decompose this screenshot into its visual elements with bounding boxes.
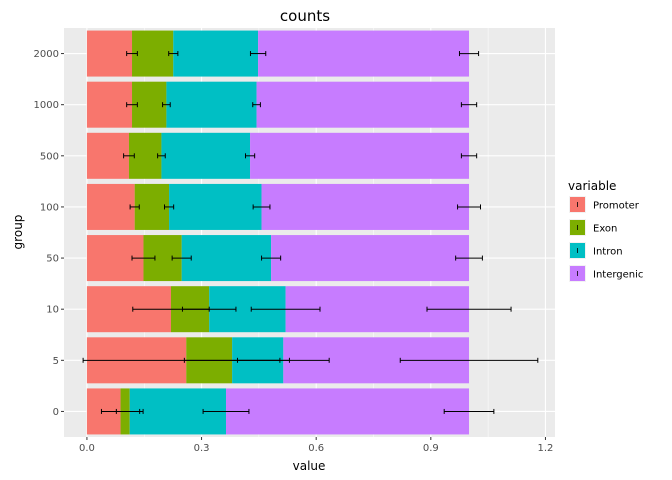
error-bar-promoter-500 bbox=[123, 153, 135, 159]
legend-item-intergenic: Intergenic bbox=[569, 265, 643, 282]
y-tick-label: 500 bbox=[40, 151, 59, 162]
bar-intergenic-500 bbox=[250, 132, 470, 179]
error-bar-intron-500 bbox=[244, 153, 256, 159]
error-bar-intron-100 bbox=[252, 204, 271, 210]
y-tick-label: 0 bbox=[53, 407, 59, 418]
error-bar-exon-0 bbox=[115, 408, 144, 414]
x-tick-label: 0.3 bbox=[194, 443, 210, 454]
error-bar-promoter-50 bbox=[131, 255, 156, 261]
error-bar-exon-1000 bbox=[162, 102, 171, 108]
error-bar-intergenic-10 bbox=[426, 306, 512, 312]
bar-intron-2000 bbox=[173, 30, 259, 77]
error-bar-intergenic-2000 bbox=[458, 51, 480, 57]
y-axis-ticks: 0 5 10 50 100 500 1000 2000 bbox=[34, 49, 64, 418]
bar-intron-100 bbox=[169, 183, 262, 230]
error-bars bbox=[82, 51, 539, 414]
error-bar-intergenic-0 bbox=[443, 408, 495, 414]
y-tick-label: 10 bbox=[46, 305, 59, 316]
error-bar-intron-1000 bbox=[252, 102, 261, 108]
legend-label: Promoter bbox=[593, 201, 640, 212]
legend-item-promoter: Promoter bbox=[569, 196, 640, 213]
error-bar-exon-500 bbox=[157, 153, 166, 159]
bar-promoter-500 bbox=[86, 132, 129, 179]
bar-promoter-100 bbox=[86, 183, 135, 230]
bar-intergenic-1000 bbox=[256, 81, 470, 128]
bar-intron-50 bbox=[181, 235, 272, 282]
legend: variable Promoter Exon Intron Intergenic bbox=[568, 179, 643, 282]
bar-intron-500 bbox=[161, 132, 251, 179]
legend-label: Intron bbox=[593, 247, 623, 258]
legend-item-exon: Exon bbox=[569, 219, 617, 236]
legend-label: Intergenic bbox=[593, 270, 643, 281]
error-bar-exon-100 bbox=[163, 204, 175, 210]
error-bar-intron-50 bbox=[261, 255, 282, 261]
error-bar-exon-10 bbox=[181, 306, 237, 312]
error-bar-exon-50 bbox=[171, 255, 192, 261]
bar-intergenic-0 bbox=[226, 388, 470, 435]
bar-intergenic-2000 bbox=[258, 30, 470, 77]
x-tick-label: 1.2 bbox=[537, 443, 553, 454]
bar-promoter-2000 bbox=[86, 30, 133, 77]
y-axis-title: group bbox=[11, 215, 25, 250]
bar-exon-2000 bbox=[132, 30, 174, 77]
legend-label: Exon bbox=[593, 224, 617, 235]
x-tick-label: 0.6 bbox=[308, 443, 324, 454]
bar-intergenic-100 bbox=[261, 183, 470, 230]
error-bar-intron-10 bbox=[250, 306, 321, 312]
y-tick-label: 100 bbox=[40, 202, 59, 213]
x-tick-label: 0.9 bbox=[423, 443, 439, 454]
bar-promoter-1000 bbox=[86, 81, 133, 128]
error-bar-promoter-1000 bbox=[126, 102, 138, 108]
error-bar-intergenic-1000 bbox=[460, 102, 478, 108]
x-axis-ticks: 0.0 0.3 0.6 0.9 1.2 bbox=[79, 437, 553, 454]
error-bar-exon-2000 bbox=[168, 51, 179, 57]
error-bar-intergenic-5 bbox=[399, 357, 539, 363]
error-bar-intergenic-100 bbox=[457, 204, 481, 210]
x-axis-title: value bbox=[293, 459, 326, 473]
y-tick-label: 50 bbox=[46, 254, 59, 265]
y-tick-label: 2000 bbox=[34, 49, 59, 60]
bar-exon-100 bbox=[134, 183, 170, 230]
y-tick-label: 1000 bbox=[34, 100, 59, 111]
error-bar-intron-5 bbox=[236, 357, 330, 363]
error-bar-intron-2000 bbox=[249, 51, 267, 57]
legend-item-intron: Intron bbox=[569, 242, 623, 259]
error-bar-intergenic-500 bbox=[460, 153, 478, 159]
y-tick-label: 5 bbox=[53, 356, 59, 367]
error-bar-intergenic-50 bbox=[455, 255, 483, 261]
bar-intergenic-50 bbox=[271, 235, 470, 282]
x-tick-label: 0.0 bbox=[79, 443, 95, 454]
error-bar-promoter-100 bbox=[129, 204, 140, 210]
legend-title: variable bbox=[568, 179, 616, 193]
bar-intron-1000 bbox=[166, 81, 257, 128]
error-bar-intron-0 bbox=[202, 408, 250, 414]
chart-title: counts bbox=[280, 7, 330, 25]
error-bar-promoter-2000 bbox=[126, 51, 138, 57]
